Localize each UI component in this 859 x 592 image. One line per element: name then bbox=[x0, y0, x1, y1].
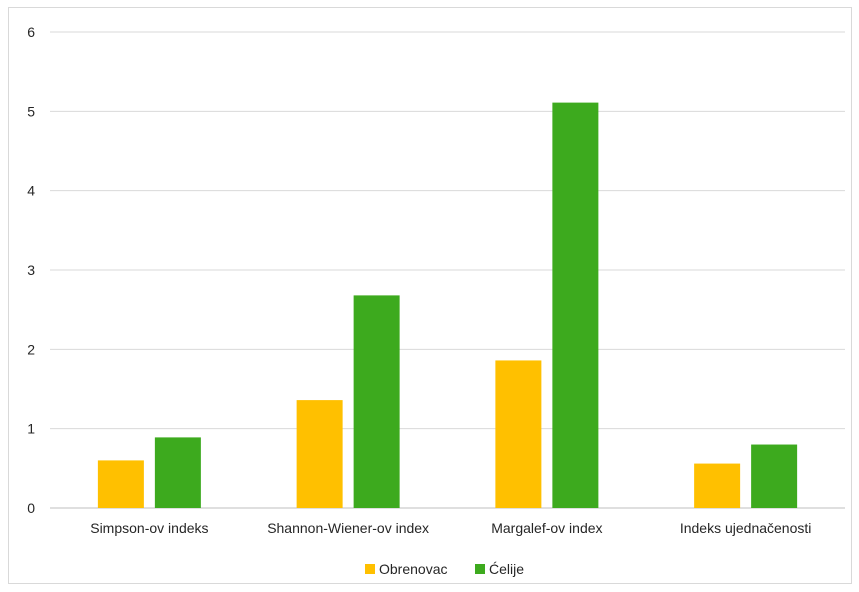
legend-swatch bbox=[475, 564, 485, 574]
bar--elije-1 bbox=[154, 437, 201, 508]
y-tick-label: 4 bbox=[27, 183, 35, 199]
y-tick-label: 1 bbox=[27, 421, 35, 437]
x-axis-category-labels: Simpson-ov indeks Shannon-Wiener-ov index… bbox=[90, 520, 811, 536]
gridlines bbox=[50, 31, 845, 509]
bar-obrenovac-2 bbox=[296, 400, 343, 508]
bar--elije-4 bbox=[751, 444, 798, 508]
bars bbox=[97, 102, 798, 509]
legend: Obrenovac Ćelije bbox=[365, 561, 524, 577]
y-tick-label: 2 bbox=[27, 341, 35, 357]
x-category-label: Margalef-ov index bbox=[491, 520, 602, 536]
y-tick-label: 6 bbox=[27, 24, 35, 40]
y-axis-tick-labels: 0 1 2 3 4 5 6 bbox=[27, 24, 35, 516]
x-category-label: Shannon-Wiener-ov index bbox=[267, 520, 429, 536]
legend-swatch bbox=[365, 564, 375, 574]
bar--elije-3 bbox=[552, 102, 599, 509]
y-tick-label: 3 bbox=[27, 262, 35, 278]
x-category-label: Simpson-ov indeks bbox=[90, 520, 208, 536]
bar--elije-2 bbox=[353, 295, 400, 508]
bar-obrenovac-3 bbox=[495, 360, 542, 508]
x-category-label: Indeks ujednačenosti bbox=[680, 520, 812, 536]
y-tick-label: 0 bbox=[27, 500, 35, 516]
y-tick-label: 5 bbox=[27, 103, 35, 119]
legend-label: Obrenovac bbox=[379, 561, 447, 577]
bar-obrenovac-1 bbox=[97, 460, 144, 508]
bar-obrenovac-4 bbox=[694, 463, 741, 508]
legend-label: Ćelije bbox=[489, 561, 524, 577]
